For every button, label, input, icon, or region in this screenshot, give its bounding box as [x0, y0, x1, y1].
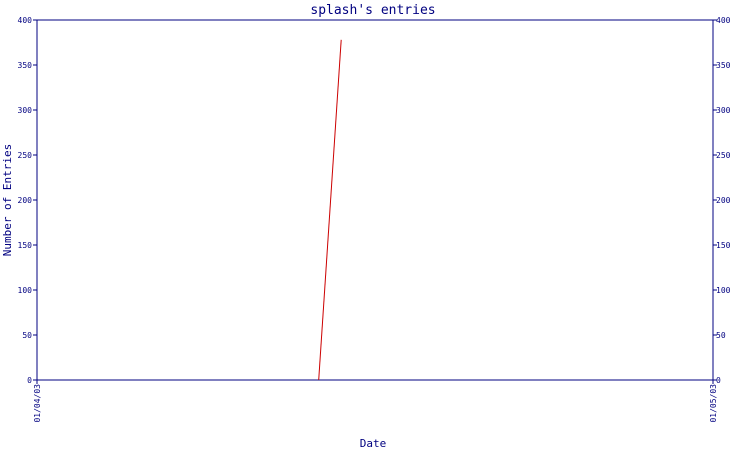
y-tick-label-left: 250	[18, 151, 33, 160]
plot-frame	[36, 19, 714, 381]
y-tick-label-right: 50	[716, 331, 726, 340]
y-tick-label-right: 150	[716, 241, 731, 250]
x-axis: 01/04/03 01/05/03	[33, 380, 718, 423]
y-axis-left: 0 50 100 150 200 250 300 350 400	[18, 16, 37, 385]
series-layer	[318, 39, 342, 381]
y-tick-label-right: 250	[716, 151, 731, 160]
y-tick-label-left: 300	[18, 106, 33, 115]
y-tick-label-right: 0	[716, 376, 721, 385]
chart-title: splash's entries	[310, 3, 435, 18]
y-tick-label-right: 200	[716, 196, 731, 205]
y-tick-label-right: 400	[716, 16, 731, 25]
y-tick-label-left: 100	[18, 286, 33, 295]
y-tick-label-right: 100	[716, 286, 731, 295]
x-tick-label: 01/04/03	[33, 384, 42, 423]
y-tick-label-left: 400	[18, 16, 33, 25]
y-tick-label-left: 200	[18, 196, 33, 205]
series-line	[318, 39, 342, 381]
y-tick-label-right: 300	[716, 106, 731, 115]
y-tick-label-right: 350	[716, 61, 731, 70]
y-tick-label-left: 0	[27, 376, 32, 385]
y-tick-label-left: 350	[18, 61, 33, 70]
y-axis-title: Number of Entries	[1, 144, 14, 257]
y-tick-label-left: 150	[18, 241, 33, 250]
y-tick-label-left: 50	[22, 331, 32, 340]
x-tick-label: 01/05/03	[709, 384, 718, 423]
y-axis-right: 0 50 100 150 200 250 300 350 400	[713, 16, 731, 385]
x-axis-title: Date	[360, 437, 387, 450]
